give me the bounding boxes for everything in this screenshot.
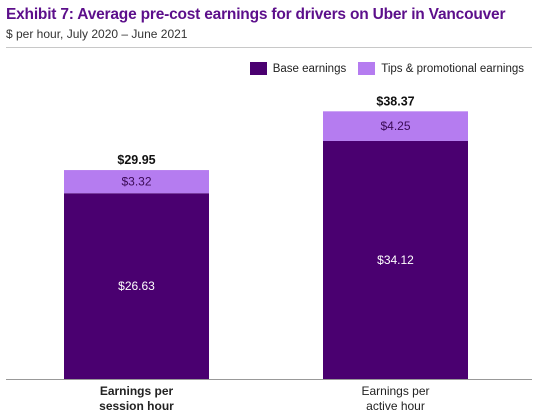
category-label-session-hour: Earnings per session hour	[57, 384, 217, 414]
bar-segment	[64, 193, 209, 379]
data-label: $34.12	[377, 253, 414, 267]
legend-item-tips: Tips & promotional earnings	[358, 62, 524, 75]
data-label: $3.32	[121, 175, 151, 189]
legend-label-base: Base earnings	[272, 62, 347, 75]
total-label: $29.95	[117, 153, 155, 167]
legend-swatch-base	[249, 62, 267, 75]
bar-segment	[323, 111, 468, 141]
total-label: $38.37	[376, 94, 414, 108]
chart-title: Exhibit 7: Average pre-cost earnings for…	[6, 6, 506, 23]
title-divider	[6, 47, 532, 48]
chart-subtitle: $ per hour, July 2020 – June 2021	[6, 27, 188, 41]
legend: Base earnings Tips & promotional earning…	[238, 62, 524, 75]
category-label-line: Earnings per	[361, 384, 430, 398]
data-label: $26.63	[118, 279, 155, 293]
bar-segment	[323, 140, 468, 379]
category-label-line: Earnings per	[99, 384, 174, 398]
category-label-line: session hour	[99, 399, 174, 413]
data-label: $4.25	[380, 119, 410, 133]
bar-segment	[64, 170, 209, 194]
legend-label-tips: Tips & promotional earnings	[381, 62, 524, 75]
legend-item-base: Base earnings	[249, 62, 347, 75]
category-label-active-hour: Earnings per active hour	[316, 384, 476, 414]
legend-swatch-tips	[358, 62, 376, 75]
category-label-line: active hour	[366, 399, 425, 413]
